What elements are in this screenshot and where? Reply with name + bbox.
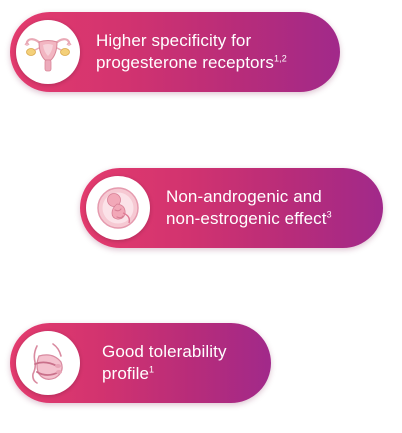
feature-text-line2-main: progesterone receptors bbox=[96, 53, 274, 72]
feature-text-line2: profile1 bbox=[102, 363, 255, 385]
feature-text-line2: non-estrogenic effect3 bbox=[166, 208, 367, 230]
feature-text-line1: Good tolerability bbox=[102, 342, 227, 361]
icon-badge bbox=[16, 20, 80, 84]
feature-card-specificity: Higher specificity for progesterone rece… bbox=[10, 12, 340, 92]
fetus-icon bbox=[97, 187, 139, 229]
reference-superscript: 1 bbox=[149, 364, 155, 375]
feature-text-line1: Non-androgenic and bbox=[166, 187, 322, 206]
feature-text-line2-main: non-estrogenic effect bbox=[166, 209, 327, 228]
icon-badge bbox=[16, 331, 80, 395]
feature-text-line2-main: profile bbox=[102, 364, 150, 383]
feature-text-line2: progesterone receptors1,2 bbox=[96, 52, 324, 74]
reference-superscript: 3 bbox=[326, 209, 332, 220]
embrace-icon bbox=[32, 343, 63, 384]
feature-text: Higher specificity for progesterone rece… bbox=[96, 30, 324, 74]
feature-text: Non-androgenic and non-estrogenic effect… bbox=[166, 186, 367, 230]
icon-badge bbox=[86, 176, 150, 240]
feature-text-line1: Higher specificity for bbox=[96, 31, 252, 50]
uterus-icon bbox=[24, 38, 72, 72]
reference-superscript: 1,2 bbox=[273, 53, 287, 64]
feature-card-tolerability: Good tolerability profile1 bbox=[10, 323, 271, 403]
feature-card-non-androgenic: Non-androgenic and non-estrogenic effect… bbox=[80, 168, 383, 248]
feature-text: Good tolerability profile1 bbox=[102, 341, 255, 385]
